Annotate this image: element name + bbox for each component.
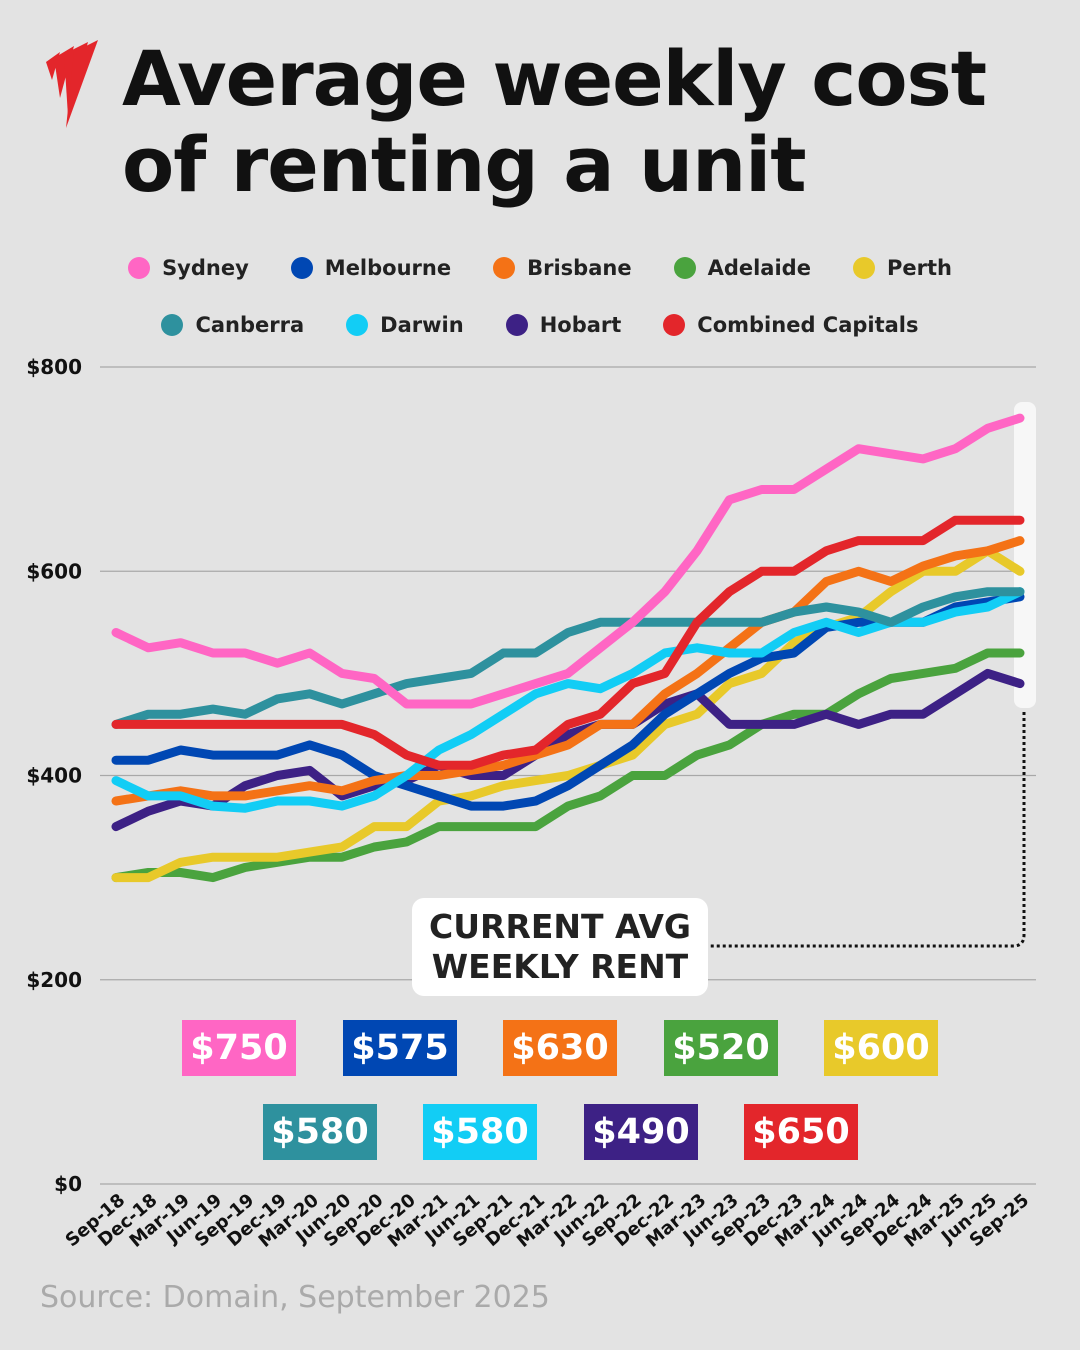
chart-title: Average weekly cost of renting a unit [122,34,987,209]
legend-item: Adelaide [673,256,811,280]
current-value-perth: $600 [824,1020,938,1076]
legend-label: Brisbane [527,256,632,280]
callout-line-2: WEEKLY RENT [431,947,689,986]
legend-label: Canberra [195,313,305,337]
legend-label: Adelaide [707,256,811,280]
series-line-brisbane [111,536,1025,806]
current-value-combined-capitals: $650 [744,1104,858,1160]
series-line-perth [111,546,1025,883]
legend-swatch [161,314,184,336]
legend-swatch [673,257,696,279]
legend-swatch [128,257,151,279]
callout-line-1: CURRENT AVG [429,907,691,946]
legend-item: Hobart [505,313,622,337]
title-line-2: of renting a unit [122,120,807,209]
dotted-connector [710,712,1026,948]
title-line-1: Average weekly cost [122,34,987,123]
legend-label: Sydney [162,256,249,280]
y-tick-label: $400 [26,764,82,788]
legend-item: Combined Capitals [663,313,919,337]
current-highlight [1014,402,1036,708]
legend-item: Brisbane [493,256,632,280]
current-value-adelaide: $520 [664,1020,778,1076]
y-tick-label: $800 [26,355,82,379]
legend-swatch [505,314,528,336]
legend-swatch [663,314,686,336]
legend-label: Melbourne [324,256,452,280]
legend-item: Darwin [346,313,464,337]
series-line-darwin [111,587,1025,813]
legend-item: Perth [852,256,952,280]
legend-swatch [852,257,875,279]
current-value-sydney: $750 [182,1020,296,1076]
series-line-sydney [111,413,1025,709]
legend-swatch [493,257,516,279]
series-line-hobart [111,668,1025,832]
sbs-logo [38,40,102,136]
current-value-brisbane: $630 [503,1020,617,1076]
legend-swatch [290,257,313,279]
y-tick-label: $0 [54,1172,82,1196]
current-avg-callout: CURRENT AVG WEEKLY RENT [412,898,708,996]
series-line-melbourne [111,592,1025,811]
legend-item: Canberra [161,313,304,337]
series-line-adelaide [111,648,1025,883]
legend-label: Darwin [380,313,464,337]
legend-item: Melbourne [290,256,452,280]
source-note: Source: Domain, September 2025 [40,1280,550,1315]
current-value-darwin: $580 [423,1104,537,1160]
current-value-melbourne: $575 [343,1020,457,1076]
legend-label: Hobart [539,313,622,337]
series-line-canberra [111,587,1025,729]
legend-label: Combined Capitals [697,313,919,337]
y-tick-label: $200 [26,968,82,992]
legend-swatch [346,314,369,336]
current-value-hobart: $490 [584,1104,698,1160]
legend-label: Perth [886,256,952,280]
current-value-canberra: $580 [263,1104,377,1160]
y-tick-label: $600 [26,559,82,583]
series-line-combined-capitals [111,515,1025,770]
legend-item: Sydney [128,256,249,280]
legend-row-1: Sydney Melbourne Brisbane Adelaide Perth [0,256,1080,280]
legend-row-2: Canberra Darwin Hobart Combined Capitals [0,313,1080,337]
